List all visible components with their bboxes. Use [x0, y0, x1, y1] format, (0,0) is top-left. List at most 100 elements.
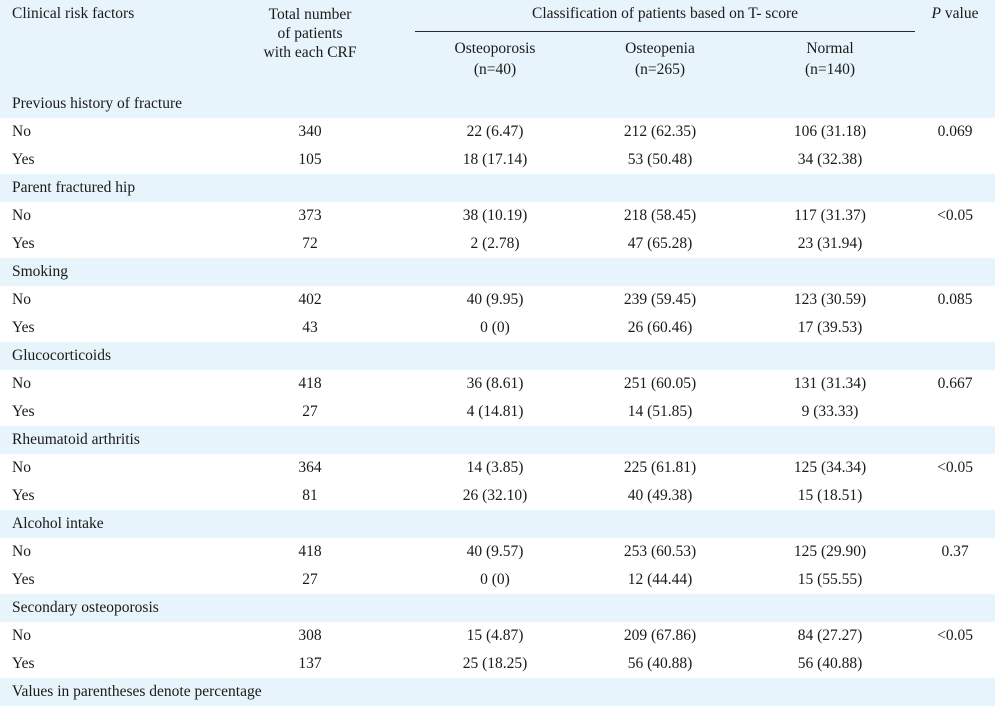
cell-osteopenia: 47 (65.28) [575, 230, 745, 258]
cell-normal: 84 (27.27) [745, 622, 916, 650]
header-p-value-rest: value [941, 5, 979, 22]
cell-normal: 34 (32.38) [745, 146, 916, 174]
cell-osteopenia: 14 (51.85) [575, 398, 745, 426]
row-label: No [0, 370, 205, 398]
cell-total: 418 [205, 538, 415, 566]
cell-osteoporosis: 14 (3.85) [415, 454, 575, 482]
cell-total: 340 [205, 118, 415, 146]
table-body: Previous history of fracture No 340 22 (… [0, 90, 995, 706]
cell-total: 308 [205, 622, 415, 650]
cell-total: 27 [205, 566, 415, 594]
table-row: No 364 14 (3.85) 225 (61.81) 125 (34.34)… [0, 454, 995, 510]
table-row: No 418 40 (9.57) 253 (60.53) 125 (29.90)… [0, 538, 995, 594]
cell-normal: 23 (31.94) [745, 230, 916, 258]
table-row: Yes 43 0 (0) 26 (60.46) 17 (39.53) [0, 314, 995, 342]
cell-p-value: 0.37 [915, 538, 995, 594]
category-row: Rheumatoid arthritis [0, 426, 995, 454]
table-row: No 373 38 (10.19) 218 (58.45) 117 (31.37… [0, 202, 995, 258]
row-label: Yes [0, 566, 205, 594]
category-row: Smoking [0, 258, 995, 286]
row-label: Yes [0, 398, 205, 426]
header-osteopenia-label: Osteopenia [625, 40, 695, 57]
cell-osteoporosis: 40 (9.57) [415, 538, 575, 566]
header-total-line1: Total number [268, 6, 352, 23]
category-name: Secondary osteoporosis [0, 594, 995, 622]
cell-normal: 56 (40.88) [745, 650, 916, 678]
category-name: Alcohol intake [0, 510, 995, 538]
table-row: Yes 81 26 (32.10) 40 (49.38) 15 (18.51) [0, 482, 995, 510]
cell-osteoporosis: 25 (18.25) [415, 650, 575, 678]
cell-total: 43 [205, 314, 415, 342]
category-row: Parent fractured hip [0, 174, 995, 202]
cell-p-value: 0.085 [915, 286, 995, 342]
cell-osteoporosis: 0 (0) [415, 314, 575, 342]
cell-normal: 125 (34.34) [745, 454, 916, 482]
header-normal: Normal (n=140) [745, 32, 915, 90]
cell-p-value: <0.05 [915, 622, 995, 678]
cell-normal: 106 (31.18) [745, 118, 916, 146]
table-row: Yes 105 18 (17.14) 53 (50.48) 34 (32.38) [0, 146, 995, 174]
row-label: Yes [0, 482, 205, 510]
category-row: Previous history of fracture [0, 90, 995, 118]
header-classification-rule [415, 31, 916, 32]
category-name: Glucocorticoids [0, 342, 995, 370]
header-osteoporosis: Osteoporosis (n=40) [415, 32, 575, 90]
header-osteopenia-n: (n=265) [634, 61, 686, 78]
cell-osteopenia: 218 (58.45) [575, 202, 745, 230]
row-label: No [0, 286, 205, 314]
row-label: No [0, 202, 205, 230]
row-label: No [0, 622, 205, 650]
cell-osteoporosis: 0 (0) [415, 566, 575, 594]
header-classification-label: Classification of patients based on T- s… [531, 5, 799, 22]
cell-normal: 9 (33.33) [745, 398, 916, 426]
cell-osteoporosis: 38 (10.19) [415, 202, 575, 230]
row-label: No [0, 454, 205, 482]
cell-osteoporosis: 40 (9.95) [415, 286, 575, 314]
cell-osteoporosis: 4 (14.81) [415, 398, 575, 426]
cell-osteopenia: 56 (40.88) [575, 650, 745, 678]
table-row: No 418 36 (8.61) 251 (60.05) 131 (31.34)… [0, 370, 995, 426]
cell-p-value: 0.667 [915, 370, 995, 426]
cell-total: 418 [205, 370, 415, 398]
table-row: Yes 27 4 (14.81) 14 (51.85) 9 (33.33) [0, 398, 995, 426]
table-row: No 340 22 (6.47) 212 (62.35) 106 (31.18)… [0, 118, 995, 174]
cell-p-value: <0.05 [915, 202, 995, 258]
cell-normal: 117 (31.37) [745, 202, 916, 230]
header-p-value: P value [915, 0, 995, 90]
category-row: Glucocorticoids [0, 342, 995, 370]
cell-normal: 131 (31.34) [745, 370, 916, 398]
table-row: No 308 15 (4.87) 209 (67.86) 84 (27.27) … [0, 622, 995, 678]
header-classification: Classification of patients based on T- s… [415, 0, 916, 32]
table-row: Yes 137 25 (18.25) 56 (40.88) 56 (40.88) [0, 650, 995, 678]
header-total-line2: of patients [277, 25, 343, 42]
header-normal-label: Normal [806, 40, 854, 57]
cell-osteopenia: 253 (60.53) [575, 538, 745, 566]
cell-osteoporosis: 26 (32.10) [415, 482, 575, 510]
cell-total: 402 [205, 286, 415, 314]
cell-osteopenia: 26 (60.46) [575, 314, 745, 342]
cell-osteoporosis: 36 (8.61) [415, 370, 575, 398]
footnote-row: Values in parentheses denote percentage [0, 678, 995, 706]
header-osteoporosis-label: Osteoporosis [454, 40, 536, 57]
cell-total: 364 [205, 454, 415, 482]
cell-osteopenia: 209 (67.86) [575, 622, 745, 650]
header-p-value-italic: P [931, 5, 942, 22]
table-row: Yes 72 2 (2.78) 47 (65.28) 23 (31.94) [0, 230, 995, 258]
cell-osteopenia: 40 (49.38) [575, 482, 745, 510]
cell-total: 72 [205, 230, 415, 258]
row-label: Yes [0, 230, 205, 258]
cell-normal: 15 (55.55) [745, 566, 916, 594]
category-name: Rheumatoid arthritis [0, 426, 995, 454]
cell-total: 137 [205, 650, 415, 678]
category-name: Previous history of fracture [0, 90, 995, 118]
category-row: Alcohol intake [0, 510, 995, 538]
cell-total: 105 [205, 146, 415, 174]
cell-normal: 15 (18.51) [745, 482, 916, 510]
cell-normal: 125 (29.90) [745, 538, 916, 566]
cell-osteopenia: 212 (62.35) [575, 118, 745, 146]
cell-total: 373 [205, 202, 415, 230]
cell-osteoporosis: 18 (17.14) [415, 146, 575, 174]
table-row: No 402 40 (9.95) 239 (59.45) 123 (30.59)… [0, 286, 995, 342]
